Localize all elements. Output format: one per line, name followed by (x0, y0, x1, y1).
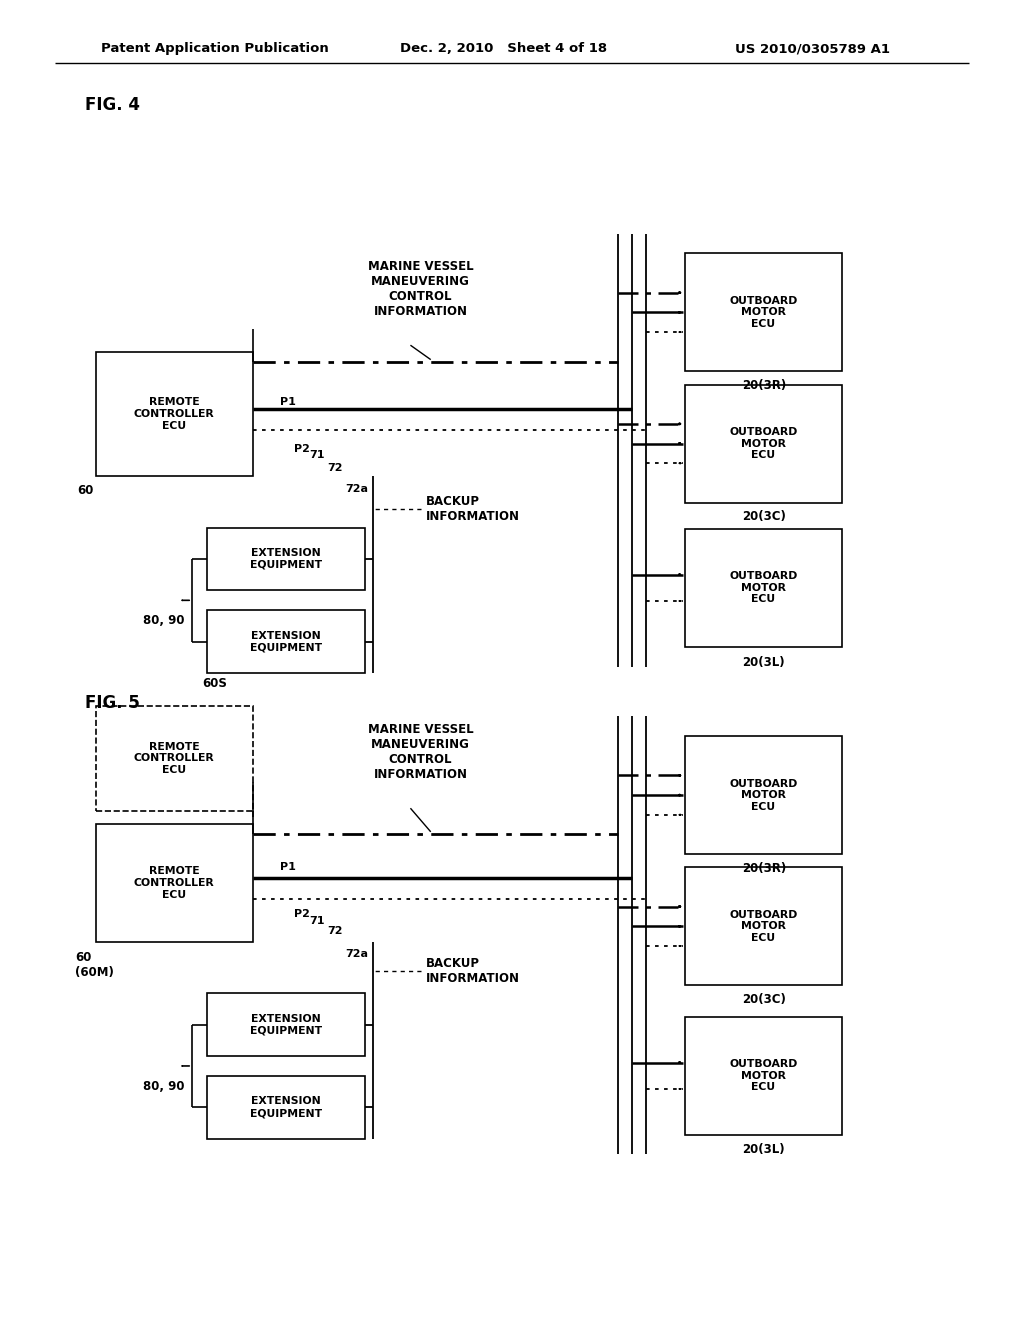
Text: 72: 72 (327, 927, 343, 936)
Text: OUTBOARD
MOTOR
ECU: OUTBOARD MOTOR ECU (729, 909, 798, 942)
Text: 60
(60M): 60 (60M) (75, 952, 114, 979)
Text: EXTENSION
EQUIPMENT: EXTENSION EQUIPMENT (250, 631, 323, 652)
Text: P2: P2 (294, 444, 309, 454)
Bar (207, 993, 365, 1056)
Text: EXTENSION
EQUIPMENT: EXTENSION EQUIPMENT (250, 1097, 323, 1118)
Bar (685, 384, 842, 503)
Bar (207, 528, 365, 590)
Bar (685, 867, 842, 985)
Text: REMOTE
CONTROLLER
ECU: REMOTE CONTROLLER ECU (134, 866, 215, 900)
Text: 60: 60 (77, 484, 93, 498)
Text: 71: 71 (309, 916, 325, 925)
Text: 20(3R): 20(3R) (741, 862, 786, 875)
Bar (95, 351, 253, 477)
Text: MARINE VESSEL
MANEUVERING
CONTROL
INFORMATION: MARINE VESSEL MANEUVERING CONTROL INFORM… (368, 723, 473, 781)
Text: 20(3C): 20(3C) (742, 993, 785, 1006)
Text: Patent Application Publication: Patent Application Publication (100, 42, 329, 55)
Text: P1: P1 (281, 862, 296, 873)
Text: OUTBOARD
MOTOR
ECU: OUTBOARD MOTOR ECU (729, 296, 798, 329)
Text: OUTBOARD
MOTOR
ECU: OUTBOARD MOTOR ECU (729, 779, 798, 812)
Text: 60S: 60S (202, 677, 227, 690)
Bar (95, 706, 253, 810)
Text: EXTENSION
EQUIPMENT: EXTENSION EQUIPMENT (250, 548, 323, 570)
Text: 72a: 72a (345, 484, 369, 494)
Text: FIG. 4: FIG. 4 (85, 96, 140, 114)
Bar (685, 1016, 842, 1135)
Text: 20(3R): 20(3R) (741, 379, 786, 392)
Text: 20(3L): 20(3L) (742, 1143, 785, 1156)
Bar (207, 610, 365, 673)
Text: 71: 71 (309, 450, 325, 461)
Text: OUTBOARD
MOTOR
ECU: OUTBOARD MOTOR ECU (729, 426, 798, 461)
Text: P1: P1 (281, 397, 296, 407)
Text: MARINE VESSEL
MANEUVERING
CONTROL
INFORMATION: MARINE VESSEL MANEUVERING CONTROL INFORM… (368, 260, 473, 318)
Text: 20(3L): 20(3L) (742, 656, 785, 669)
Text: OUTBOARD
MOTOR
ECU: OUTBOARD MOTOR ECU (729, 1059, 798, 1093)
Text: US 2010/0305789 A1: US 2010/0305789 A1 (735, 42, 891, 55)
Bar (685, 737, 842, 854)
Text: 80, 90: 80, 90 (143, 1080, 185, 1093)
Text: 80, 90: 80, 90 (143, 614, 185, 627)
Text: FIG. 5: FIG. 5 (85, 694, 140, 711)
Bar (685, 529, 842, 647)
Text: Dec. 2, 2010   Sheet 4 of 18: Dec. 2, 2010 Sheet 4 of 18 (400, 42, 607, 55)
Text: BACKUP
INFORMATION: BACKUP INFORMATION (426, 957, 519, 985)
Text: 72: 72 (327, 463, 343, 474)
Bar (95, 824, 253, 942)
Bar (207, 1076, 365, 1139)
Text: OUTBOARD
MOTOR
ECU: OUTBOARD MOTOR ECU (729, 572, 798, 605)
Text: REMOTE
CONTROLLER
ECU: REMOTE CONTROLLER ECU (134, 742, 215, 775)
Text: EXTENSION
EQUIPMENT: EXTENSION EQUIPMENT (250, 1014, 323, 1035)
Text: BACKUP
INFORMATION: BACKUP INFORMATION (426, 495, 519, 523)
Text: 72a: 72a (345, 949, 369, 958)
Bar (685, 253, 842, 371)
Text: REMOTE
CONTROLLER
ECU: REMOTE CONTROLLER ECU (134, 397, 215, 430)
Text: 20(3C): 20(3C) (742, 511, 785, 524)
Text: P2: P2 (294, 909, 309, 919)
